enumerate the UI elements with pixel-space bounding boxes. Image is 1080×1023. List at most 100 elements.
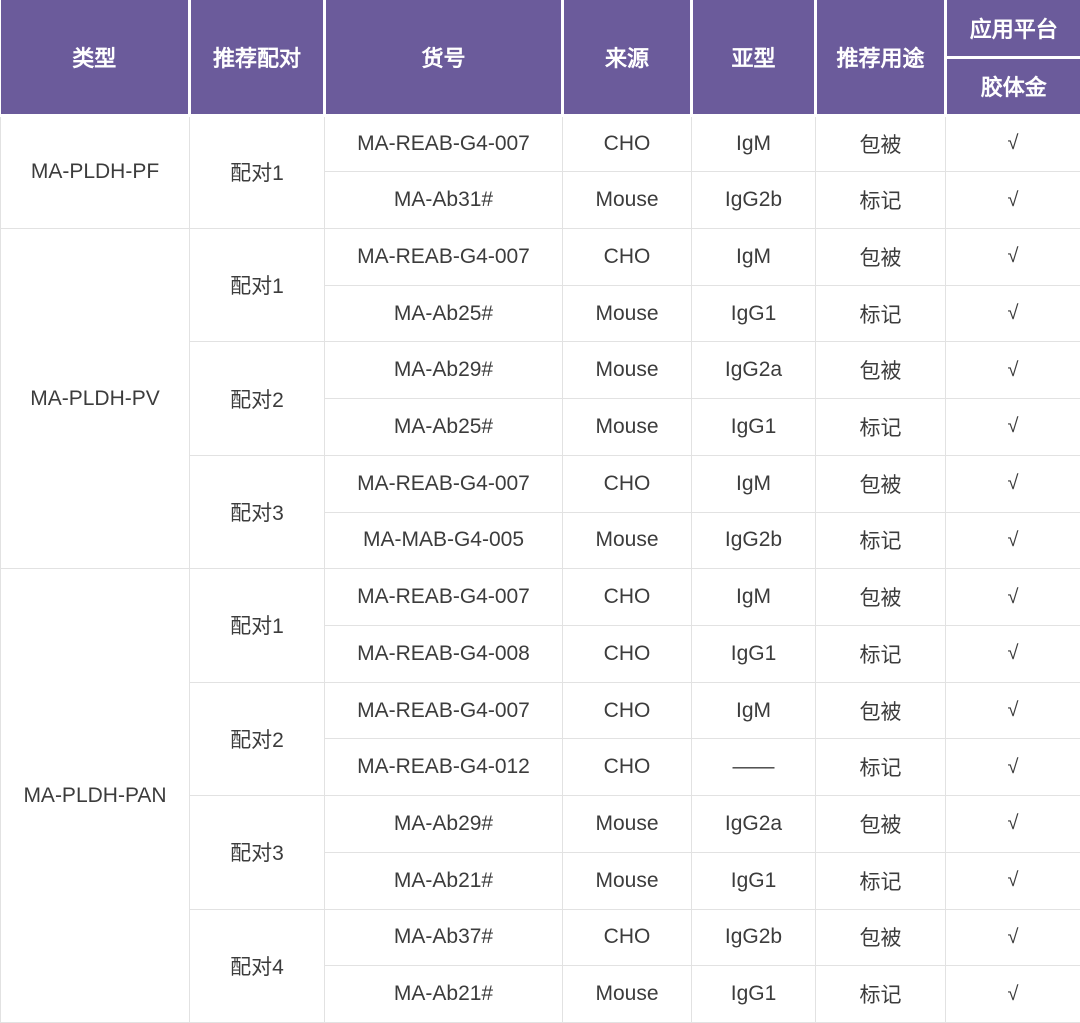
subtype-cell: —— <box>691 738 816 797</box>
pair-label-cell: 配对1 <box>189 114 325 229</box>
table-row: 配对2 MA-Ab29# Mouse IgG2a 包被 √ <box>1 341 1080 456</box>
table-row: MA-Ab21# Mouse IgG1 标记 √ <box>1 851 1080 910</box>
usage-cell: 包被 <box>815 908 946 967</box>
catalog-cell: MA-REAB-G4-007 <box>324 454 563 513</box>
source-cell: Mouse <box>562 511 692 570</box>
source-cell: Mouse <box>562 284 692 343</box>
gold-check-cell: √ <box>945 851 1080 910</box>
gold-check-cell: √ <box>945 227 1080 286</box>
source-cell: Mouse <box>562 965 692 1023</box>
header-usage: 推荐用途 <box>814 0 947 117</box>
subtype-cell: IgG1 <box>691 624 816 683</box>
table-row: MA-REAB-G4-008 CHO IgG1 标记 √ <box>1 624 1080 683</box>
usage-cell: 标记 <box>815 624 946 683</box>
subtype-cell: IgG2a <box>691 795 816 853</box>
catalog-cell: MA-Ab21# <box>324 851 563 910</box>
table-row: 配对4 MA-Ab37# CHO IgG2b 包被 √ <box>1 908 1080 1023</box>
type-cell: MA-PLDH-PV <box>0 227 190 570</box>
catalog-cell: MA-Ab25# <box>324 284 563 343</box>
catalog-cell: MA-Ab37# <box>324 908 563 967</box>
table-row: MA-PLDH-PF 配对1 MA-REAB-G4-007 CHO IgM 包被 √ <box>0 114 1080 229</box>
table-row: MA-PLDH-PAN 配对1 MA-REAB-G4-007 CHO IgM 包被 √ <box>0 568 1080 1023</box>
gold-check-cell: √ <box>945 398 1080 456</box>
pair-label-cell: 配对1 <box>189 568 325 683</box>
gold-check-cell: √ <box>945 738 1080 797</box>
usage-cell: 包被 <box>815 681 946 740</box>
type-cell: MA-PLDH-PF <box>0 114 190 229</box>
table-row: MA-PLDH-PV 配对1 MA-REAB-G4-007 CHO IgM 包被 √ <box>0 227 1080 570</box>
subtype-cell: IgM <box>691 681 816 740</box>
gold-check-cell: √ <box>945 284 1080 343</box>
usage-cell: 标记 <box>815 851 946 910</box>
catalog-cell: MA-Ab21# <box>324 965 563 1023</box>
usage-cell: 包被 <box>815 795 946 853</box>
gold-check-cell: √ <box>945 681 1080 740</box>
gold-check-cell: √ <box>945 454 1080 513</box>
catalog-cell: MA-Ab25# <box>324 398 563 456</box>
gold-check-cell: √ <box>945 795 1080 853</box>
pair-label-cell: 配对2 <box>189 681 325 797</box>
gold-check-cell: √ <box>945 171 1080 229</box>
pair-label-cell: 配对1 <box>189 227 325 343</box>
catalog-cell: MA-REAB-G4-007 <box>324 227 563 286</box>
catalog-cell: MA-REAB-G4-012 <box>324 738 563 797</box>
source-cell: Mouse <box>562 851 692 910</box>
source-cell: Mouse <box>562 398 692 456</box>
catalog-cell: MA-MAB-G4-005 <box>324 511 563 570</box>
subtype-cell: IgG1 <box>691 965 816 1023</box>
usage-cell: 包被 <box>815 568 946 626</box>
header-row-1: 类型 推荐配对 货号 来源 亚型 推荐用途 应用平台 <box>0 0 1080 117</box>
usage-cell: 包被 <box>815 114 946 173</box>
usage-cell: 标记 <box>815 398 946 456</box>
subtype-cell: IgM <box>691 454 816 513</box>
header-pairing: 推荐配对 <box>188 0 326 117</box>
pair-label-cell: 配对2 <box>189 341 325 456</box>
table-row: 配对3 MA-REAB-G4-007 CHO IgM 包被 √ <box>1 454 1080 570</box>
header-row-2: 胶体金 <box>1 56 1080 117</box>
gold-check-cell: √ <box>945 114 1080 173</box>
catalog-cell: MA-REAB-G4-007 <box>324 114 563 173</box>
header-source: 来源 <box>561 0 693 117</box>
subtype-cell: IgM <box>691 568 816 626</box>
subtype-cell: IgM <box>691 227 816 286</box>
header-catalog: 货号 <box>323 0 564 117</box>
source-cell: CHO <box>562 738 692 797</box>
source-cell: CHO <box>562 227 692 286</box>
table-row: MA-Ab25# Mouse IgG1 标记 √ <box>1 398 1080 456</box>
source-cell: CHO <box>562 624 692 683</box>
table-row: MA-Ab25# Mouse IgG1 标记 √ <box>1 284 1080 343</box>
subtype-cell: IgG1 <box>691 398 816 456</box>
gold-check-cell: √ <box>945 341 1080 400</box>
catalog-cell: MA-Ab31# <box>324 171 563 229</box>
source-cell: CHO <box>562 568 692 626</box>
usage-cell: 标记 <box>815 738 946 797</box>
type-cell: MA-PLDH-PAN <box>0 568 190 1023</box>
catalog-cell: MA-Ab29# <box>324 341 563 400</box>
pair-label-cell: 配对4 <box>189 908 325 1023</box>
source-cell: Mouse <box>562 341 692 400</box>
source-cell: Mouse <box>562 171 692 229</box>
gold-check-cell: √ <box>945 908 1080 967</box>
gold-check-cell: √ <box>945 511 1080 570</box>
gold-check-cell: √ <box>945 624 1080 683</box>
table-row: MA-MAB-G4-005 Mouse IgG2b 标记 √ <box>1 511 1080 570</box>
usage-cell: 标记 <box>815 965 946 1023</box>
subtype-cell: IgG2b <box>691 171 816 229</box>
table-row: 配对3 MA-Ab29# Mouse IgG2a 包被 √ <box>1 795 1080 910</box>
usage-cell: 包被 <box>815 454 946 513</box>
usage-cell: 标记 <box>815 284 946 343</box>
subtype-cell: IgG2a <box>691 341 816 400</box>
catalog-cell: MA-REAB-G4-007 <box>324 568 563 626</box>
catalog-cell: MA-Ab29# <box>324 795 563 853</box>
source-cell: CHO <box>562 908 692 967</box>
source-cell: CHO <box>562 114 692 173</box>
table-row: MA-Ab21# Mouse IgG1 标记 √ <box>1 965 1080 1023</box>
usage-cell: 标记 <box>815 171 946 229</box>
table-row: MA-Ab31# Mouse IgG2b 标记 √ <box>1 171 1080 229</box>
table-header: 类型 推荐配对 货号 来源 亚型 推荐用途 应用平台 胶体金 <box>0 0 1080 117</box>
header-subtype: 亚型 <box>690 0 817 117</box>
usage-cell: 标记 <box>815 511 946 570</box>
catalog-cell: MA-REAB-G4-008 <box>324 624 563 683</box>
pair-label-cell: 配对3 <box>189 454 325 570</box>
